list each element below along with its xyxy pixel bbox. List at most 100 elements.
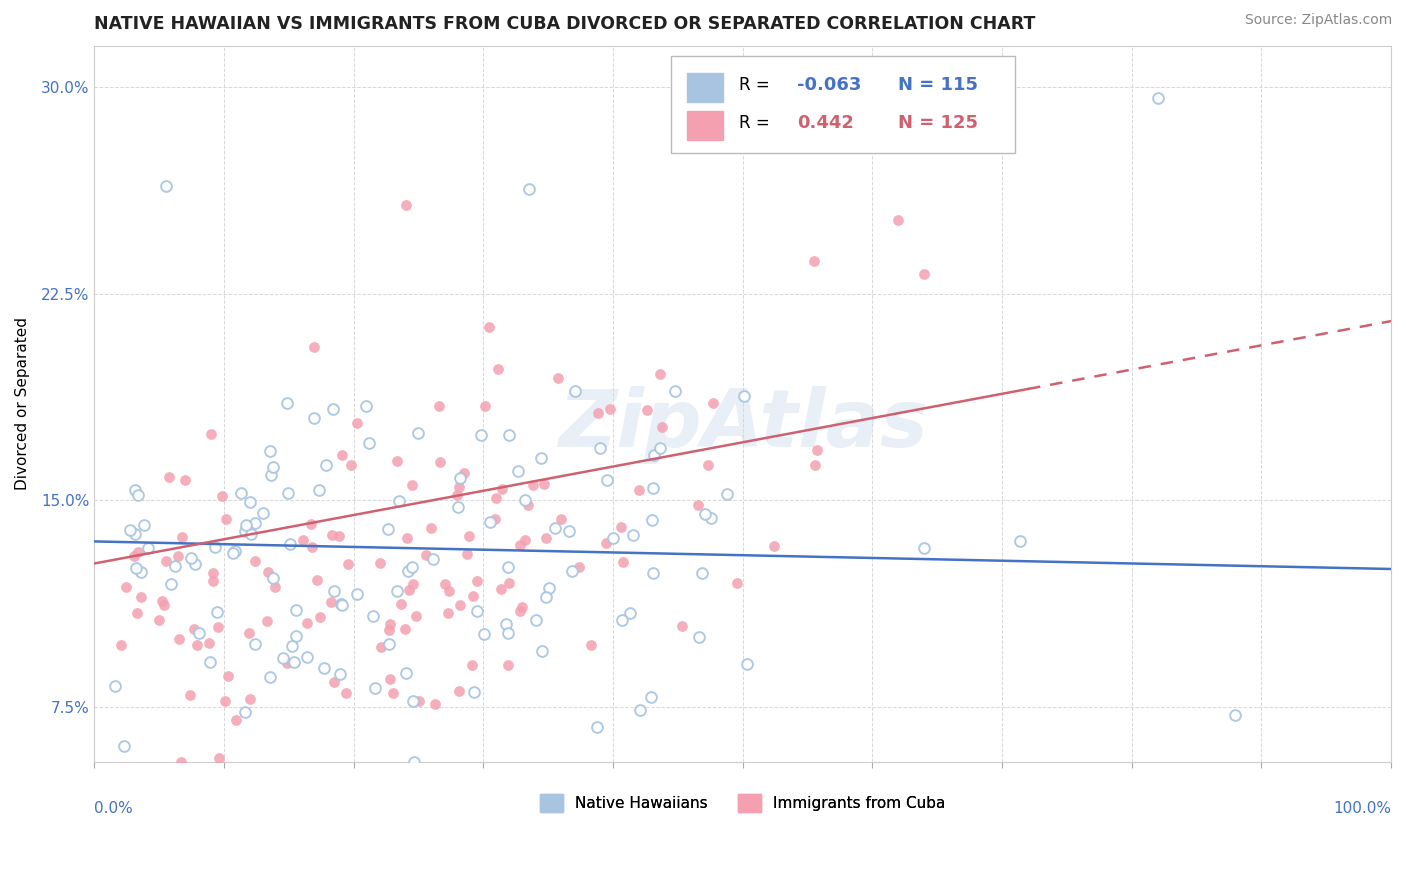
Point	[404, 755, 426, 769]
Point	[524, 613, 547, 627]
Point	[336, 558, 359, 572]
Point	[281, 639, 304, 653]
Point	[378, 637, 401, 651]
Point	[198, 635, 221, 649]
Point	[302, 340, 325, 354]
Point	[150, 593, 173, 607]
Point	[671, 618, 693, 632]
Point	[315, 458, 337, 472]
Point	[628, 483, 651, 497]
Point	[437, 606, 460, 620]
Point	[402, 577, 425, 591]
Point	[486, 362, 509, 376]
Point	[129, 565, 152, 579]
Legend: Native Hawaiians, Immigrants from Cuba: Native Hawaiians, Immigrants from Cuba	[534, 788, 952, 819]
Point	[460, 657, 482, 672]
Point	[127, 488, 149, 502]
Point	[427, 399, 450, 413]
Point	[398, 582, 420, 597]
Point	[160, 577, 183, 591]
Point	[239, 495, 262, 509]
Point	[378, 672, 401, 686]
Point	[693, 508, 716, 522]
Point	[547, 370, 569, 384]
Point	[188, 625, 211, 640]
Point	[596, 473, 619, 487]
Point	[389, 597, 412, 611]
Point	[447, 480, 470, 494]
Point	[330, 597, 353, 611]
Point	[610, 520, 633, 534]
Point	[118, 523, 141, 537]
Point	[387, 454, 409, 468]
Point	[364, 681, 387, 695]
Point	[688, 631, 710, 645]
Point	[309, 609, 332, 624]
Point	[284, 630, 307, 644]
Point	[235, 518, 257, 533]
Point	[110, 638, 132, 652]
Point	[184, 557, 207, 571]
Text: ZipAtlas: ZipAtlas	[558, 386, 928, 464]
Point	[240, 527, 263, 541]
Point	[422, 552, 444, 566]
Text: R =: R =	[738, 76, 775, 94]
Point	[568, 559, 591, 574]
Point	[259, 444, 281, 458]
Point	[643, 448, 665, 462]
Point	[612, 555, 634, 569]
Point	[619, 606, 641, 620]
Point	[472, 627, 495, 641]
Point	[513, 492, 536, 507]
Point	[167, 632, 190, 647]
Point	[804, 458, 827, 473]
Point	[276, 657, 298, 671]
Point	[401, 559, 423, 574]
Point	[449, 471, 471, 485]
Point	[648, 441, 671, 455]
Point	[496, 657, 519, 672]
Point	[696, 458, 718, 473]
Point	[651, 420, 673, 434]
Point	[648, 368, 671, 382]
Point	[664, 384, 686, 398]
Point	[557, 524, 579, 539]
Point	[346, 416, 368, 430]
Point	[245, 637, 267, 651]
Point	[330, 448, 353, 462]
Point	[700, 511, 723, 525]
Point	[378, 616, 401, 631]
Point	[396, 564, 419, 578]
Point	[581, 638, 603, 652]
Point	[153, 598, 176, 612]
Point	[211, 489, 233, 503]
Point	[394, 622, 416, 636]
Point	[243, 516, 266, 531]
Point	[136, 541, 159, 556]
Point	[509, 538, 531, 552]
Point	[104, 680, 127, 694]
Point	[332, 598, 354, 612]
Point	[370, 640, 392, 654]
Point	[465, 574, 488, 588]
Y-axis label: Divorced or Separated: Divorced or Separated	[15, 318, 30, 491]
Point	[224, 544, 246, 558]
Point	[628, 703, 651, 717]
Point	[1008, 534, 1031, 549]
Point	[484, 512, 506, 526]
Point	[508, 464, 530, 478]
Point	[485, 491, 508, 506]
Point	[536, 531, 558, 545]
Point	[243, 554, 266, 568]
Point	[395, 198, 418, 212]
Point	[179, 689, 201, 703]
Point	[912, 267, 935, 281]
FancyBboxPatch shape	[688, 111, 723, 140]
Point	[204, 541, 226, 555]
Point	[550, 511, 572, 525]
FancyBboxPatch shape	[672, 56, 1015, 153]
Point	[214, 693, 236, 707]
Text: R =: R =	[738, 114, 775, 132]
Point	[115, 580, 138, 594]
Point	[205, 606, 228, 620]
